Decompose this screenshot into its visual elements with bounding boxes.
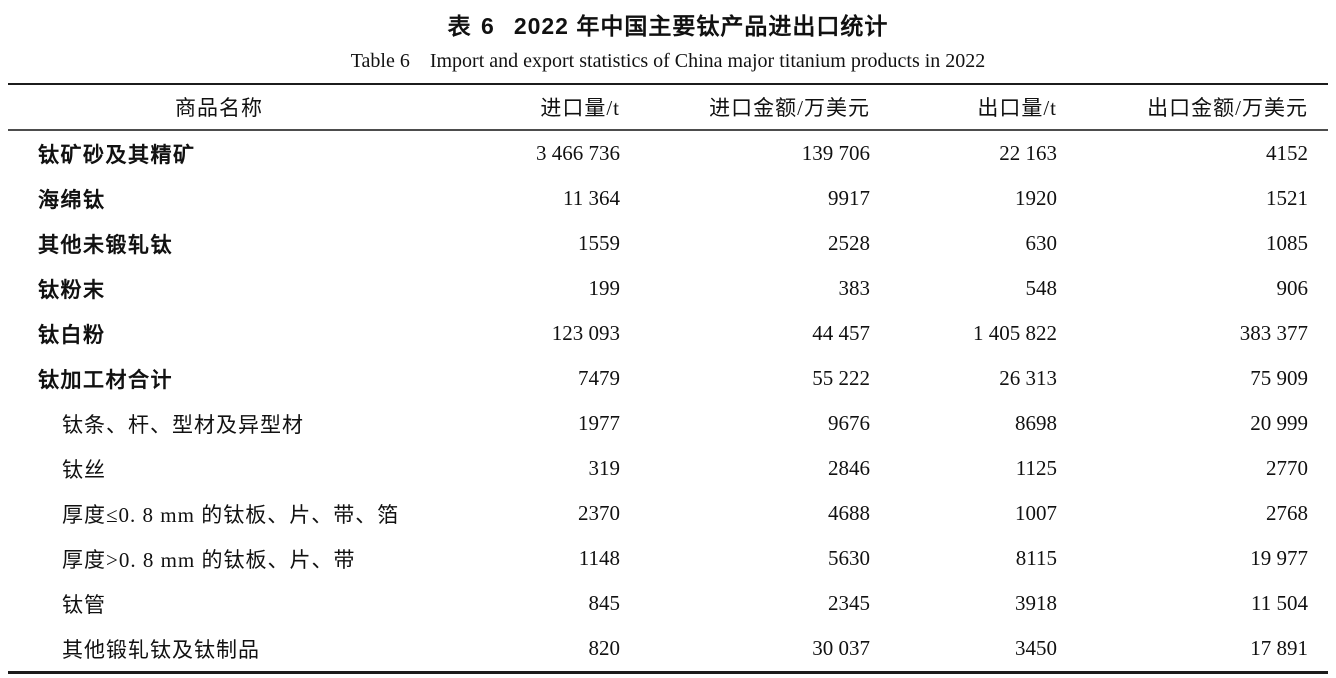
cell-export-value: 906 [1276,276,1309,300]
cell-export-value: 383 377 [1239,321,1308,345]
cell-import-value: 30 037 [812,636,870,660]
cell-export-value: 75 909 [1250,366,1308,390]
cell-export-qty: 3450 [1015,636,1057,660]
table-caption-zh: 表 6 2022 年中国主要钛产品进出口统计 [0,0,1336,41]
cell-import-value: 383 [838,276,871,300]
cell-product-name: 海绵钛 [38,188,106,212]
table-row: 钛加工材合计 7479 55 222 26 313 75 909 [8,356,1328,401]
cell-product-name: 厚度≤0. 8 mm 的钛板、片、带、箔 [62,502,400,527]
cell-import-value: 5630 [828,546,870,570]
cell-export-qty: 3918 [1015,591,1057,615]
table-row: 厚度>0. 8 mm 的钛板、片、带 1148 5630 8115 19 977 [8,536,1328,581]
cell-export-value: 17 891 [1250,636,1308,660]
cell-export-qty: 630 [1025,231,1058,255]
header-import-qty: 进口量/t [540,96,620,120]
cell-import-qty: 319 [588,456,621,480]
table-row: 钛白粉 123 093 44 457 1 405 822 383 377 [8,311,1328,356]
cell-product-name: 其他锻轧钛及钛制品 [62,637,260,662]
table-row: 其他锻轧钛及钛制品 820 30 037 3450 17 891 [8,626,1328,671]
cell-product-name: 钛白粉 [38,323,106,347]
cell-export-qty: 26 313 [999,366,1057,390]
table-caption-en: Table 6 Import and export statistics of C… [0,50,1336,73]
cell-export-qty: 8698 [1015,411,1057,435]
titanium-import-export-table: 商品名称 进口量/t 进口金额/万美元 出口量/t 出口金额/万美元 钛矿砂及其… [8,83,1328,674]
cell-export-value: 2770 [1266,456,1308,480]
cell-import-qty: 199 [588,276,621,300]
cell-import-value: 44 457 [812,321,870,345]
cell-product-name: 钛管 [62,592,106,617]
cell-export-qty: 1 405 822 [973,321,1057,345]
table-caption-en-text: Import and export statistics of China ma… [429,50,986,72]
header-import-value: 进口金额/万美元 [709,96,870,120]
cell-import-qty: 1559 [578,231,620,255]
cell-import-qty: 2370 [578,501,620,525]
table-row: 钛粉末 199 383 548 906 [8,266,1328,311]
cell-import-value: 4688 [828,501,870,525]
table-row: 钛矿砂及其精矿 3 466 736 139 706 22 163 4152 [8,131,1328,176]
cell-export-value: 1521 [1266,186,1308,210]
cell-export-qty: 22 163 [999,141,1057,165]
table-row: 其他未锻轧钛 1559 2528 630 1085 [8,221,1328,266]
cell-import-qty: 820 [588,636,621,660]
header-export-value: 出口金额/万美元 [1147,96,1308,120]
cell-export-qty: 1920 [1015,186,1057,210]
cell-export-qty: 8115 [1015,546,1057,570]
cell-import-qty: 1148 [578,546,620,570]
cell-import-value: 9676 [828,411,870,435]
cell-export-value: 20 999 [1250,411,1308,435]
table-row: 厚度≤0. 8 mm 的钛板、片、带、箔 2370 4688 1007 2768 [8,491,1328,536]
cell-product-name: 厚度>0. 8 mm 的钛板、片、带 [62,547,356,572]
cell-export-value: 11 504 [1251,591,1308,615]
cell-import-qty: 3 466 736 [536,141,620,165]
table-caption-en-label: Table 6 [350,50,410,72]
cell-product-name: 钛丝 [62,457,106,482]
cell-import-value: 139 706 [801,141,870,165]
cell-import-value: 2528 [828,231,870,255]
cell-product-name: 钛加工材合计 [38,368,173,392]
cell-import-qty: 1977 [578,411,620,435]
cell-import-value: 55 222 [812,366,870,390]
cell-import-qty: 845 [588,591,621,615]
cell-export-qty: 548 [1025,276,1058,300]
cell-export-qty: 1125 [1015,456,1057,480]
cell-import-value: 9917 [828,186,870,210]
table-caption-zh-text: 2022 年中国主要钛产品进出口统计 [513,13,889,39]
cell-product-name: 钛矿砂及其精矿 [38,143,196,167]
cell-import-value: 2846 [828,456,870,480]
table-caption-zh-label: 表 6 [447,13,496,39]
cell-product-name: 钛粉末 [38,278,106,302]
cell-import-qty: 7479 [578,366,620,390]
cell-product-name: 钛条、杆、型材及异型材 [62,412,304,437]
header-product-name: 商品名称 [175,96,263,120]
cell-import-qty: 123 093 [551,321,620,345]
cell-export-value: 2768 [1266,501,1308,525]
cell-import-value: 2345 [828,591,870,615]
header-export-qty: 出口量/t [977,96,1057,120]
cell-import-qty: 11 364 [563,186,620,210]
table-row: 钛条、杆、型材及异型材 1977 9676 8698 20 999 [8,401,1328,446]
table-header-row: 商品名称 进口量/t 进口金额/万美元 出口量/t 出口金额/万美元 [8,85,1328,131]
cell-export-value: 19 977 [1250,546,1308,570]
cell-export-value: 4152 [1266,141,1308,165]
table-row: 钛管 845 2345 3918 11 504 [8,581,1328,626]
cell-product-name: 其他未锻轧钛 [38,233,173,257]
table-body: 钛矿砂及其精矿 3 466 736 139 706 22 163 4152 海绵… [8,131,1328,671]
cell-export-value: 1085 [1266,231,1308,255]
table-row: 海绵钛 11 364 9917 1920 1521 [8,176,1328,221]
cell-export-qty: 1007 [1015,501,1057,525]
table-row: 钛丝 319 2846 1125 2770 [8,446,1328,491]
